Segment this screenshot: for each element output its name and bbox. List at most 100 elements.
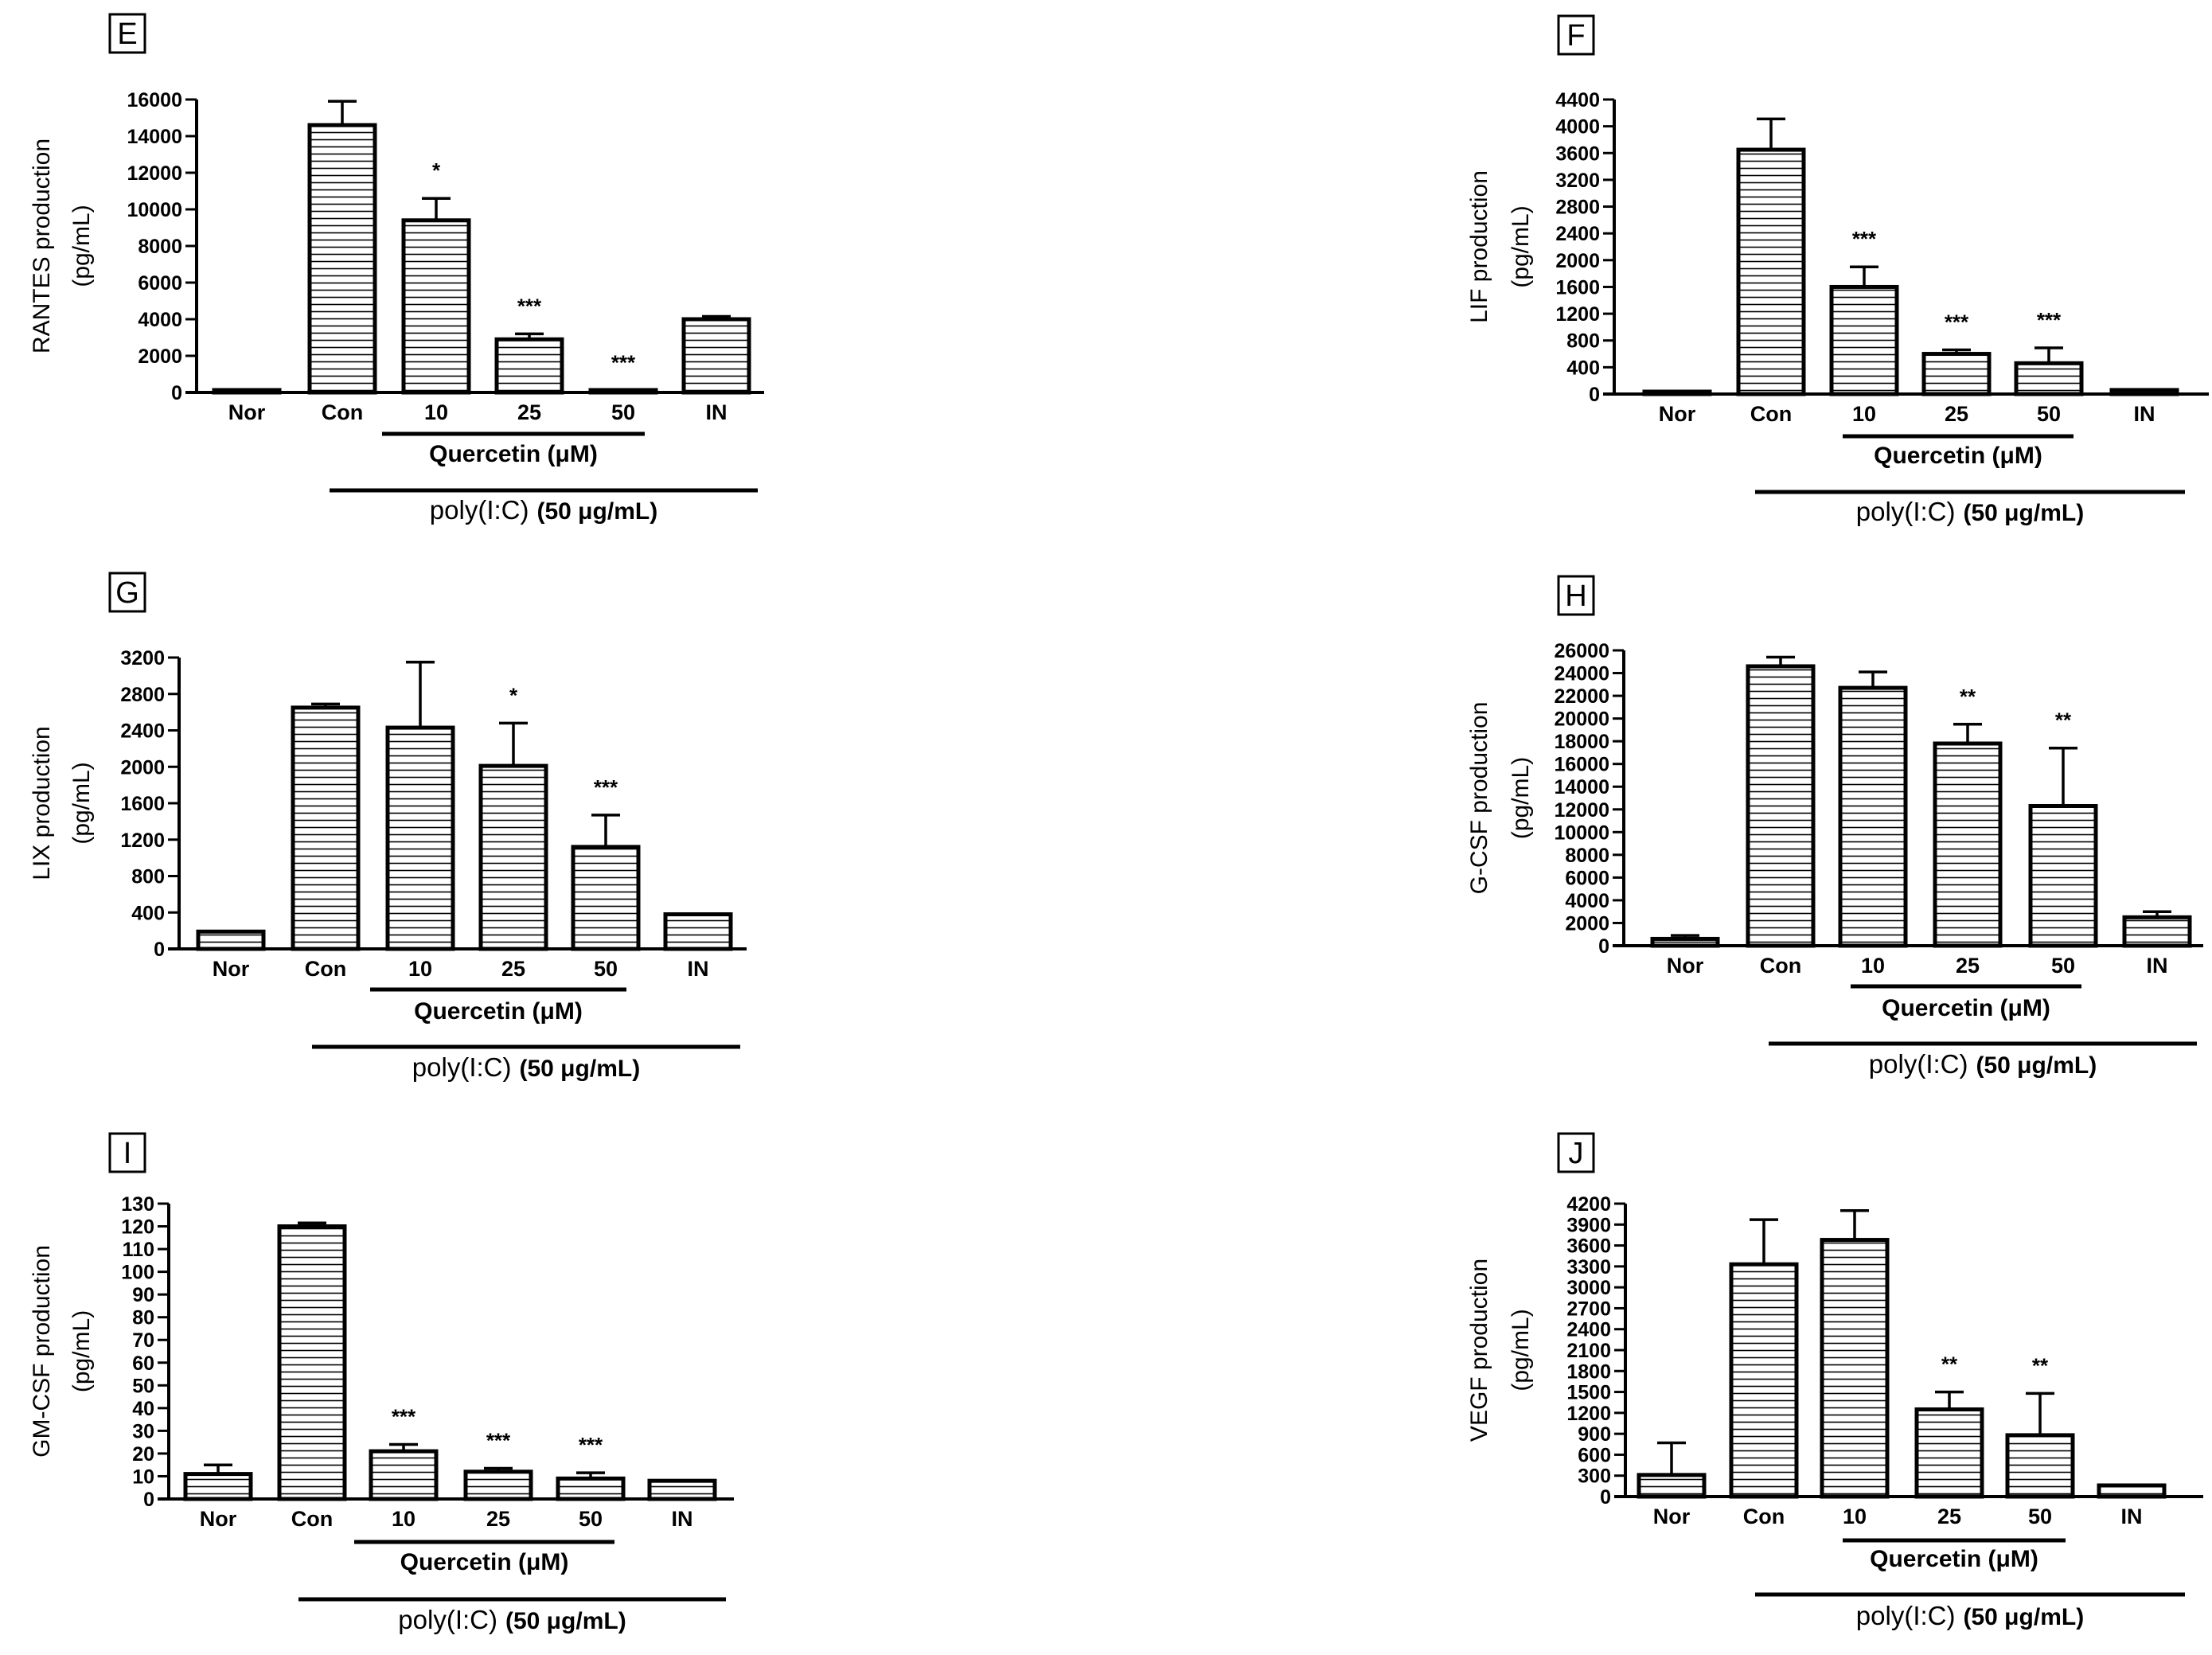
bar — [1736, 147, 1806, 396]
x-tick-label: 50 — [2028, 1505, 2052, 1528]
y-tick-label: 800 — [1566, 330, 1600, 353]
x-tick-label: 10 — [392, 1507, 415, 1531]
significance-marker: *** — [2037, 308, 2062, 332]
y-tick-label: 130 — [121, 1193, 154, 1216]
y-tick-label: 16000 — [127, 89, 182, 111]
x-tick-label: 10 — [1843, 1505, 1867, 1528]
y-tick-label: 800 — [131, 866, 165, 888]
treatment-name: poly(I:C) — [1869, 1049, 1968, 1079]
quercetin-group-label: Quercetin (μM) — [429, 441, 598, 467]
y-tick-label: 2700 — [1566, 1298, 1611, 1320]
x-tick-label: Con — [305, 957, 346, 981]
y-tick-label: 3000 — [1566, 1277, 1611, 1299]
significance-marker: *** — [392, 1405, 416, 1429]
bar — [1933, 741, 2003, 948]
bar — [2109, 388, 2179, 396]
y-axis-title: LIX production — [29, 726, 55, 880]
y-tick-label: 22000 — [1554, 685, 1609, 708]
treatment-name: poly(I:C) — [1856, 497, 1956, 526]
bar — [647, 1478, 717, 1501]
y-tick-label: 0 — [143, 1489, 154, 1511]
significance-marker: *** — [579, 1433, 603, 1457]
y-tick-label: 4000 — [1555, 116, 1600, 139]
quercetin-group-label: Quercetin (μM) — [1882, 995, 2050, 1021]
bar — [1829, 284, 1899, 396]
bar — [385, 725, 455, 951]
x-tick-label: 50 — [2051, 954, 2075, 978]
y-tick-label: 6000 — [1565, 867, 1609, 889]
panel-letter: I — [123, 1137, 132, 1170]
treatment-dose: (50 μg/mL) — [1963, 500, 2084, 526]
y-tick-label: 2000 — [138, 345, 182, 368]
bar — [277, 1224, 347, 1501]
y-tick-label: 14000 — [1554, 776, 1609, 798]
x-tick-label: Nor — [1667, 954, 1704, 978]
quercetin-group-label: Quercetin (μM) — [1870, 1546, 2038, 1572]
y-tick-label: 3200 — [120, 647, 165, 669]
y-axis-unit: (pg/mL) — [68, 205, 95, 287]
bar — [2122, 915, 2192, 948]
y-tick-label: 2000 — [120, 756, 165, 779]
y-tick-label: 4000 — [138, 309, 182, 331]
y-tick-label: 100 — [121, 1262, 154, 1284]
panel-i: IGM-CSF production (pg/mL)010203040506070… — [29, 1132, 734, 1634]
panel-j: J VEGF production (pg/mL) 03006009001200150… — [1466, 1132, 2203, 1630]
y-tick-label: 1600 — [120, 793, 165, 815]
x-tick-label: 25 — [486, 1507, 510, 1531]
panel-letter-box — [108, 572, 146, 613]
y-tick-label: 70 — [132, 1329, 154, 1352]
panel-letter: G — [115, 576, 139, 610]
y-tick-label: 4000 — [1565, 890, 1609, 912]
y-axis-unit: (pg/mL) — [1508, 757, 1534, 839]
y-tick-label: 1800 — [1566, 1360, 1611, 1383]
y-tick-label: 2100 — [1566, 1340, 1611, 1362]
x-tick-label: Con — [1760, 954, 1801, 978]
significance-marker: * — [509, 683, 518, 707]
y-tick-label: 4400 — [1555, 89, 1600, 111]
bar — [1637, 1473, 1707, 1499]
y-axis-unit: (pg/mL) — [1508, 205, 1534, 287]
treatment-dose: (50 μg/mL) — [1976, 1052, 2097, 1079]
x-tick-label: Con — [322, 400, 363, 424]
quercetin-group-label: Quercetin (μM) — [1874, 443, 2042, 469]
significance-marker: ** — [1960, 685, 1976, 708]
y-tick-label: 400 — [1566, 357, 1600, 379]
significance-marker: *** — [1945, 310, 1969, 334]
y-tick-label: 2400 — [1566, 1319, 1611, 1341]
bar — [571, 845, 641, 951]
treatment-label: poly(I:C) (50 μg/mL) — [1856, 1601, 2084, 1630]
bar — [2005, 1433, 2075, 1499]
panel-letter-box — [1557, 575, 1595, 616]
bar — [1820, 1238, 1890, 1499]
y-tick-label: 60 — [132, 1352, 154, 1375]
x-tick-label: Nor — [200, 1507, 237, 1531]
bar — [463, 1470, 533, 1501]
x-tick-label: IN — [706, 400, 728, 424]
significance-marker: ** — [2055, 708, 2072, 732]
treatment-name: poly(I:C) — [430, 495, 529, 525]
y-axis-unit: (pg/mL) — [68, 1310, 95, 1392]
y-tick-label: 80 — [132, 1307, 154, 1329]
y-tick-label: 400 — [131, 902, 165, 924]
panel-h: H G-CSF production (pg/mL) 0200040006000800… — [1466, 575, 2203, 1079]
significance-marker: *** — [486, 1428, 511, 1452]
x-tick-label: 50 — [579, 1507, 603, 1531]
y-tick-label: 3900 — [1566, 1214, 1611, 1236]
quercetin-group-label: Quercetin (μM) — [400, 1549, 569, 1575]
y-tick-label: 0 — [154, 939, 165, 961]
panel-letter: J — [1569, 1137, 1584, 1170]
x-tick-label: 10 — [1852, 402, 1876, 426]
y-tick-label: 20 — [132, 1443, 154, 1466]
y-tick-label: 16000 — [1554, 754, 1609, 776]
x-tick-label: Nor — [1653, 1505, 1691, 1528]
y-tick-label: 120 — [121, 1216, 154, 1239]
bar — [1642, 389, 1712, 396]
treatment-label: poly(I:C) (50 μg/mL) — [430, 495, 657, 525]
x-tick-label: 25 — [501, 957, 525, 981]
x-tick-label: Con — [1743, 1505, 1785, 1528]
bar — [369, 1449, 439, 1501]
treatment-name: poly(I:C) — [1856, 1601, 1956, 1630]
y-tick-label: 2400 — [120, 720, 165, 743]
x-tick-label: Nor — [228, 400, 266, 424]
y-tick-label: 10 — [132, 1466, 154, 1488]
